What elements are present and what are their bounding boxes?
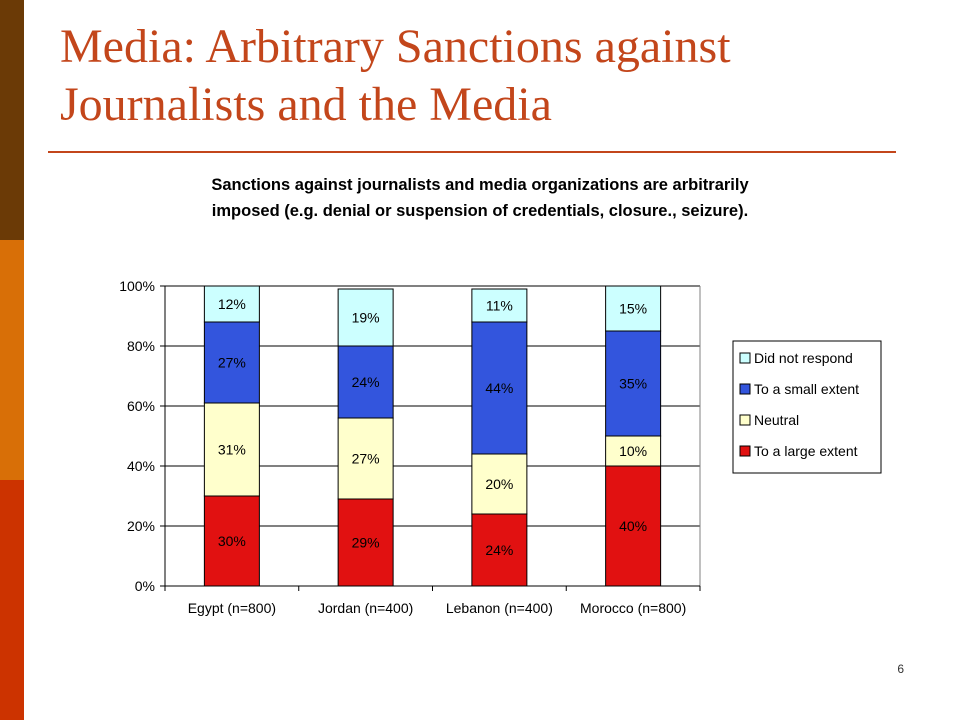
bar-morocco-n-800-did-not-respond [605,285,662,332]
bar-lebanon-n-400-to-a-small-extent [471,321,528,455]
x-tick-label-jordan-n-400: Jordan (n=400) [318,600,413,616]
bar-jordan-n-400-to-a-small-extent [337,345,394,419]
y-tick-label-0: 0% [135,578,155,594]
data-label-egypt-n-800-neutral: 31% [218,442,246,458]
bar-egypt-n-800-to-a-small-extent [203,321,260,404]
data-label-lebanon-n-400-neutral: 20% [485,476,513,492]
title-underline [48,151,896,153]
x-tick-label-morocco-n-800: Morocco (n=800) [580,600,686,616]
data-label-egypt-n-800-to-a-small-extent: 27% [218,355,246,371]
sidebar-top-block [0,0,24,240]
data-label-jordan-n-400-to-a-large-extent: 29% [352,535,380,551]
slide-title-line-1: Media: Arbitrary Sanctions against [60,20,731,73]
y-tick-label-80: 80% [127,338,155,354]
bar-morocco-n-800-to-a-small-extent [605,330,662,437]
legend-swatch-to-a-large-extent [739,445,751,457]
data-label-morocco-n-800-neutral: 10% [619,443,647,459]
legend-swatch-neutral [739,414,751,426]
chart-title-line-1: Sanctions against journalists and media … [211,176,749,194]
data-label-egypt-n-800-to-a-large-extent: 30% [218,533,246,549]
sidebar-middle-block [0,240,24,480]
data-label-lebanon-n-400-to-a-large-extent: 24% [485,542,513,558]
data-label-jordan-n-400-neutral: 27% [352,451,380,467]
legend-box [732,340,882,474]
bar-lebanon-n-400-neutral [471,453,528,515]
legend-label-to-a-large-extent: To a large extent [754,443,858,459]
data-label-morocco-n-800-did-not-respond: 15% [619,301,647,317]
y-tick-label-60: 60% [127,398,155,414]
legend-swatch-to-a-small-extent [739,383,751,395]
slide-title: Media: Arbitrary Sanctions against Journ… [60,18,920,134]
sidebar-bottom-block [0,480,24,720]
bar-lebanon-n-400-did-not-respond [471,288,528,323]
data-label-jordan-n-400-did-not-respond: 19% [352,310,380,326]
legend-label-did-not-respond: Did not respond [754,350,853,366]
slide-title-line-2: Journalists and the Media [60,78,552,131]
data-label-jordan-n-400-to-a-small-extent: 24% [352,374,380,390]
bar-jordan-n-400-did-not-respond [337,288,394,347]
bar-lebanon-n-400-to-a-large-extent [471,513,528,587]
data-label-lebanon-n-400-did-not-respond: 11% [486,298,513,314]
data-label-egypt-n-800-did-not-respond: 12% [218,296,246,312]
bar-morocco-n-800-neutral [605,435,662,467]
data-label-morocco-n-800-to-a-small-extent: 35% [619,376,647,392]
legend-swatch-did-not-respond [739,352,751,364]
data-label-morocco-n-800-to-a-large-extent: 40% [619,518,647,534]
page-number: 6 [897,662,904,676]
x-tick-label-egypt-n-800: Egypt (n=800) [188,600,276,616]
data-label-lebanon-n-400-to-a-small-extent: 44% [485,380,513,396]
bar-egypt-n-800-did-not-respond [203,285,260,323]
bar-egypt-n-800-to-a-large-extent [203,495,260,587]
chart-title: Sanctions against journalists and media … [100,172,860,224]
legend-label-neutral: Neutral [754,412,799,428]
bar-jordan-n-400-to-a-large-extent [337,498,394,587]
y-tick-label-100: 100% [119,278,155,294]
bar-jordan-n-400-neutral [337,417,394,500]
x-tick-label-lebanon-n-400: Lebanon (n=400) [446,600,553,616]
y-tick-label-20: 20% [127,518,155,534]
legend-label-to-a-small-extent: To a small extent [754,381,859,397]
y-tick-label-40: 40% [127,458,155,474]
chart-title-line-2: imposed (e.g. denial or suspension of cr… [211,202,749,220]
